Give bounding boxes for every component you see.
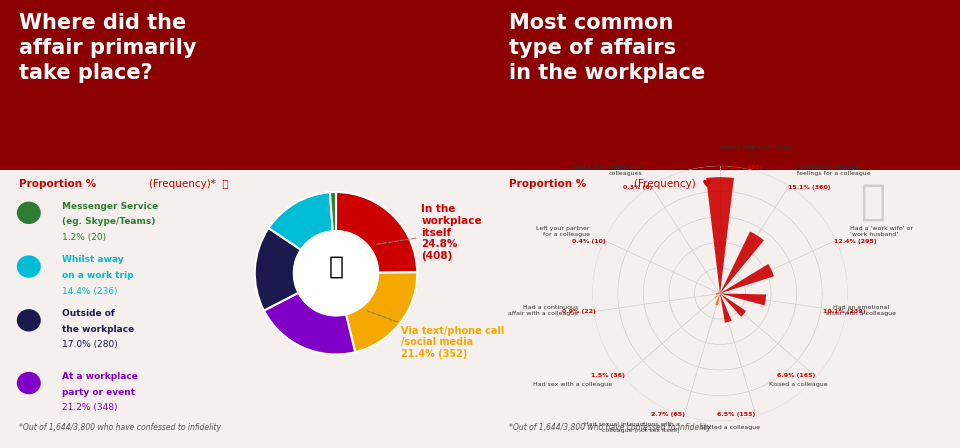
Text: Developed romantic
feelings for a colleague: Developed romantic feelings for a collea…	[798, 165, 871, 181]
Text: Proportion %: Proportion %	[509, 179, 589, 189]
Text: Where did the
affair primarily
take place?: Where did the affair primarily take plac…	[19, 13, 197, 83]
Text: In the
workplace
itself
24.8%
(408): In the workplace itself 24.8% (408)	[375, 204, 482, 261]
Text: party or event: party or event	[62, 388, 135, 396]
FancyBboxPatch shape	[0, 0, 480, 170]
Bar	[720, 293, 732, 323]
Text: 1.2% (20): 1.2% (20)	[62, 233, 107, 242]
FancyBboxPatch shape	[480, 0, 960, 170]
Bar	[716, 293, 720, 294]
Wedge shape	[264, 293, 355, 354]
Text: Messenger Service: Messenger Service	[62, 202, 158, 211]
Text: 17.0% (280): 17.0% (280)	[62, 340, 118, 349]
Text: 10.1% (239): 10.1% (239)	[824, 309, 866, 314]
Text: the workplace: the workplace	[62, 325, 134, 334]
Text: 📍: 📍	[328, 255, 344, 279]
Text: 21.2% (348): 21.2% (348)	[62, 403, 118, 412]
Text: Kissed a colleague: Kissed a colleague	[770, 382, 828, 392]
Text: Outside of: Outside of	[62, 309, 115, 318]
Bar	[707, 177, 733, 293]
Text: *Out of 1,644/3,800 who have confessed to infidelity: *Out of 1,644/3,800 who have confessed t…	[19, 423, 221, 432]
Text: 14.4% (236): 14.4% (236)	[62, 287, 118, 296]
Circle shape	[294, 231, 378, 315]
Text: Via text/phone call
/social media
21.4% (352): Via text/phone call /social media 21.4% …	[367, 311, 504, 359]
Text: *Out of 1,644/3,800 who have confessed to infidelity: *Out of 1,644/3,800 who have confessed t…	[509, 423, 710, 432]
Text: Proportion %: Proportion %	[19, 179, 100, 189]
Text: Sexted a colleague: Sexted a colleague	[700, 425, 760, 436]
Circle shape	[16, 372, 40, 394]
Text: (eg. Skype/Teams): (eg. Skype/Teams)	[62, 217, 156, 226]
Wedge shape	[269, 192, 333, 250]
Wedge shape	[336, 192, 418, 273]
Text: 6.5% (155): 6.5% (155)	[717, 412, 756, 417]
Text: (Frequency)  ♥: (Frequency) ♥	[634, 179, 711, 189]
Text: 2.7% (65): 2.7% (65)	[651, 412, 684, 417]
Text: Had a 'work wife' or
'work husband': Had a 'work wife' or 'work husband'	[850, 226, 913, 242]
Text: (Frequency)*  💔: (Frequency)* 💔	[149, 179, 228, 189]
Text: 💋: 💋	[861, 181, 886, 223]
Wedge shape	[346, 272, 418, 352]
Text: 1.5% (36): 1.5% (36)	[591, 373, 625, 379]
Circle shape	[16, 309, 40, 332]
Text: Flirted with a colleague: Flirted with a colleague	[720, 145, 794, 156]
Text: Had a continuous
affair with a colleague: Had a continuous affair with a colleague	[509, 306, 579, 322]
Bar	[720, 264, 774, 293]
Bar	[720, 293, 766, 306]
Text: At a workplace: At a workplace	[62, 372, 138, 381]
Text: Had an emotional
affair with a colleague: Had an emotional affair with a colleague	[827, 306, 897, 322]
Text: 0.3% (6): 0.3% (6)	[623, 185, 652, 190]
Text: 15.1% (360): 15.1% (360)	[788, 185, 830, 190]
Bar	[714, 293, 720, 298]
Text: Left your partner
for a colleague: Left your partner for a colleague	[537, 226, 590, 242]
Text: 12.4% (295): 12.4% (295)	[834, 239, 877, 244]
Text: Most common
type of affairs
in the workplace: Most common type of affairs in the workp…	[509, 13, 705, 83]
Text: on a work trip: on a work trip	[62, 271, 133, 280]
Text: 0.4% (10): 0.4% (10)	[572, 239, 606, 244]
Text: Whilst away: Whilst away	[62, 255, 124, 264]
Bar	[720, 293, 746, 317]
Circle shape	[16, 202, 40, 224]
Circle shape	[16, 255, 40, 278]
Wedge shape	[330, 192, 336, 231]
Text: Had sexual interactions with a
colleague (not sex itself): Had sexual interactions with a colleague…	[584, 422, 680, 439]
Bar	[720, 232, 764, 293]
Bar	[715, 293, 720, 306]
Text: 25.5% (605): 25.5% (605)	[720, 165, 762, 170]
Text: 0.9% (22): 0.9% (22)	[562, 309, 595, 314]
Wedge shape	[254, 228, 300, 310]
Text: Had a threesome with
colleagues: Had a threesome with colleagues	[573, 165, 642, 181]
Text: Had sex with a colleague: Had sex with a colleague	[533, 382, 612, 392]
Text: 6.9% (165): 6.9% (165)	[777, 373, 815, 379]
